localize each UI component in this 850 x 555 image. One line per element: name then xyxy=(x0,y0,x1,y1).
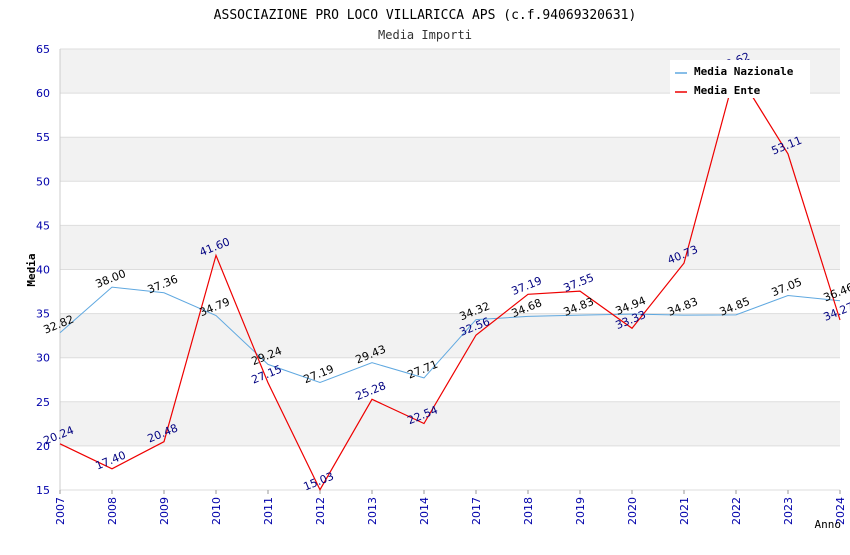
plot-band xyxy=(60,401,840,446)
y-tick-label: 60 xyxy=(36,87,50,100)
legend-label-nazionale: Media Nazionale xyxy=(694,65,794,78)
plot-background-bands xyxy=(60,49,840,490)
series-line-media-ente xyxy=(59,68,841,491)
legend-label-ente: Media Ente xyxy=(694,84,761,97)
x-tick-label: 2007 xyxy=(54,497,67,525)
x-axis-ticks: 2007 2008 2009 2010 2011 2012 2013 2014 2017 2018… xyxy=(54,490,847,525)
x-tick-label: 2017 xyxy=(470,497,483,525)
x-tick-label: 2021 xyxy=(678,497,691,525)
y-tick-label: 30 xyxy=(36,352,50,365)
x-tick-label: 2012 xyxy=(314,497,327,525)
plot-band xyxy=(60,137,840,182)
plot-band xyxy=(60,181,840,226)
y-axis-label: Media xyxy=(25,253,38,286)
plot-band xyxy=(60,93,840,138)
x-tick-label: 2022 xyxy=(730,497,743,525)
x-tick-label: 2014 xyxy=(418,497,431,525)
gridlines xyxy=(59,48,840,491)
x-tick-label: 2020 xyxy=(626,497,639,525)
x-tick-label: 2019 xyxy=(574,497,587,525)
series-line-media-nazionale xyxy=(59,286,841,384)
x-tick-label: 2008 xyxy=(106,497,119,525)
y-tick-label: 20 xyxy=(36,440,50,453)
chart-subtitle: Media Importi xyxy=(378,28,472,42)
legend: Media Nazionale Media Ente xyxy=(670,60,810,98)
x-tick-label: 2013 xyxy=(366,497,379,525)
y-tick-label: 55 xyxy=(36,131,50,144)
plot-band xyxy=(60,445,840,490)
x-tick-label: 2023 xyxy=(782,497,795,525)
y-tick-label: 65 xyxy=(36,43,50,56)
y-tick-label: 45 xyxy=(36,219,50,232)
x-axis-label: Anno xyxy=(815,518,842,531)
y-tick-label: 15 xyxy=(36,484,50,497)
legend-box xyxy=(670,60,810,98)
y-axis-ticks: 15 20 25 30 35 40 45 50 55 60 65 xyxy=(36,43,50,497)
y-tick-label: 40 xyxy=(36,264,50,277)
x-tick-label: 2018 xyxy=(522,497,535,525)
series-lines xyxy=(59,68,841,491)
plot-band xyxy=(60,269,840,314)
y-tick-label: 35 xyxy=(36,308,50,321)
y-tick-label: 50 xyxy=(36,175,50,188)
x-tick-label: 2009 xyxy=(158,497,171,525)
x-tick-label: 2024 xyxy=(834,497,847,525)
chart-title: ASSOCIAZIONE PRO LOCO VILLARICCA APS (c.… xyxy=(214,8,637,23)
y-tick-label: 25 xyxy=(36,396,50,409)
plot-band xyxy=(60,313,840,358)
x-tick-label: 2010 xyxy=(210,497,223,525)
plot-band xyxy=(60,225,840,270)
x-tick-label: 2011 xyxy=(262,497,275,525)
